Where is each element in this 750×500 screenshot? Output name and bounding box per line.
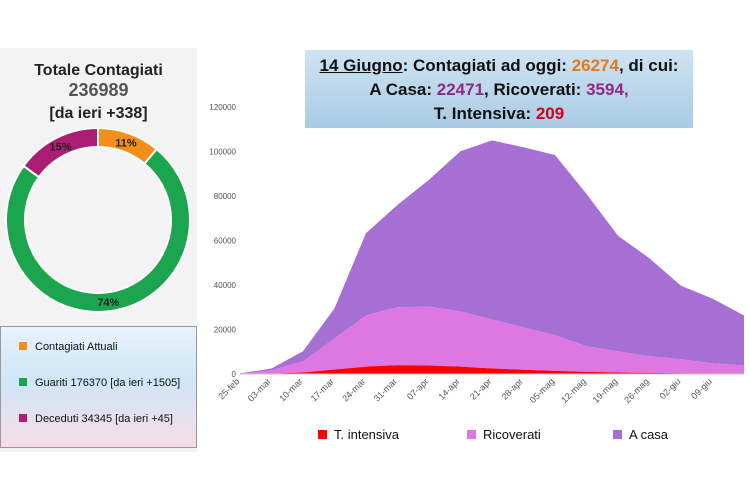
donut-legend: Contagiati Attuali Guariti 176370 [da ie… (0, 326, 197, 448)
x-tick-label: 12-mag (559, 376, 588, 405)
legend-item-recovered: Guariti 176370 [da ieri +1505] (19, 377, 180, 389)
y-tick-label: 20000 (214, 326, 237, 335)
banner-date: 14 Giugno (319, 56, 403, 75)
banner-hosp-value: 3594 (586, 80, 624, 99)
x-tick-label: 26-mag (622, 376, 651, 405)
x-tick-label: 07-apr (405, 376, 430, 401)
area-series-t-intensiva (240, 365, 744, 374)
donut-chart: 11% 74% 15% (5, 128, 191, 313)
x-tick-label: 31-mar (372, 376, 399, 403)
area-series-a-casa (240, 140, 744, 374)
banner-icu-value: 209 (535, 104, 565, 123)
x-tick-label: 14-apr (436, 376, 461, 401)
x-tick-label: 02-giu (658, 376, 683, 401)
donut-slice-2 (22, 128, 99, 179)
legend-label-active: Contagiati Attuali (35, 341, 118, 353)
donut-slice-label-0: 11% (115, 137, 137, 149)
chart-legend-hosp: Ricoverati (467, 427, 541, 442)
banner-home-value: 22471 (436, 80, 485, 99)
y-tick-label: 80000 (214, 192, 237, 201)
swatch-deaths (19, 414, 27, 422)
chart-legend-label-icu: T. intensiva (334, 427, 400, 442)
chart-legend-icu: T. intensiva (318, 427, 399, 442)
summary-banner: 14 Giugno: Contagiati ad oggi: 26274, di… (305, 50, 693, 128)
x-tick-label: 03-mar (246, 376, 273, 403)
banner-line-3: T. Intensiva: 209 (305, 104, 693, 124)
donut-slice-1 (5, 147, 191, 313)
x-tick-label: 25-feb (216, 376, 241, 401)
banner-text-1: : Contagiati ad oggi: (402, 56, 572, 75)
chart-swatch-home (613, 430, 622, 439)
x-tick-label: 10-mar (277, 376, 304, 403)
legend-item-deaths: Deceduti 34345 [da ieri +45] (19, 413, 173, 425)
swatch-active (19, 342, 27, 350)
donut-slice-label-2: 15% (50, 141, 72, 153)
y-tick-label: 40000 (214, 281, 237, 290)
banner-line-1: 14 Giugno: Contagiati ad oggi: 26274, di… (305, 56, 693, 76)
y-tick-label: 100000 (209, 148, 236, 157)
x-tick-label: 21-apr (468, 376, 493, 401)
x-tick-label: 28-apr (499, 376, 524, 401)
legend-label-deaths: Deceduti 34345 [da ieri +45] (35, 413, 173, 425)
y-tick-label: 0 (232, 370, 237, 379)
banner-total-active: 26274 (571, 56, 619, 75)
donut-slice-label-1: 74% (97, 297, 119, 309)
x-tick-label: 17-mar (309, 376, 336, 403)
legend-item-active: Contagiati Attuali (19, 341, 118, 353)
legend-label-recovered: Guariti 176370 [da ieri +1505] (35, 377, 181, 389)
donut-total: 236989 (68, 80, 129, 100)
banner-home-label: A Casa: (369, 80, 437, 99)
x-tick-label: 24-mar (340, 376, 367, 403)
chart-legend-label-hosp: Ricoverati (483, 427, 541, 442)
swatch-recovered (19, 378, 27, 386)
donut-title: Totale Contagiati (34, 62, 163, 79)
banner-icu-label: T. Intensiva: (433, 104, 536, 123)
y-tick-label: 120000 (209, 103, 236, 112)
x-tick-label: 19-mag (591, 376, 620, 405)
chart-legend-label-home: A casa (629, 427, 669, 442)
banner-hosp-label: , Ricoverati: (484, 80, 587, 99)
banner-comma: , (623, 80, 629, 99)
banner-line-2: A Casa: 22471, Ricoverati: 3594, (305, 80, 693, 100)
y-tick-label: 60000 (214, 237, 237, 246)
area-series-ricoverati (240, 306, 744, 374)
donut-delta: [da ieri +338] (49, 105, 148, 122)
x-tick-label: 09-giu (689, 376, 714, 401)
chart-legend-home: A casa (613, 427, 668, 442)
x-tick-label: 05-mag (528, 376, 557, 405)
banner-text-2: , di cui: (618, 56, 679, 75)
chart-swatch-hosp (467, 430, 476, 439)
chart-swatch-icu (318, 430, 327, 439)
